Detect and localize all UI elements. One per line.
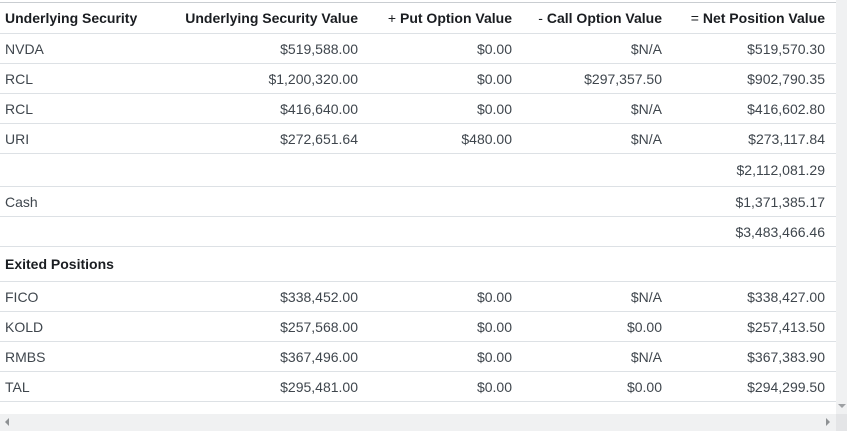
cell-security	[0, 216, 183, 247]
table-row: URI $272,651.64 $480.00 $N/A $273,117.84	[0, 123, 836, 154]
cell-security: FICO	[0, 281, 183, 312]
vertical-scrollbar[interactable]	[836, 0, 847, 414]
cell-put	[358, 186, 512, 217]
table-row: RCL $1,200,320.00 $0.00 $297,357.50 $902,790…	[0, 63, 836, 94]
positions-table-container: Underlying Security Underlying Security …	[0, 2, 836, 402]
cell-security: RCL	[0, 93, 183, 124]
operator-prefix: -	[538, 10, 543, 26]
cell-put: $0.00	[358, 63, 512, 94]
cell-call: $N/A	[512, 93, 662, 124]
cell-net: $257,413.50	[662, 311, 836, 342]
cell-security: TAL	[0, 371, 183, 402]
cell-net: $2,112,081.29	[662, 153, 836, 187]
cell-net: $416,602.80	[662, 93, 836, 124]
cell-value: $1,200,320.00	[183, 63, 358, 94]
positions-table: Underlying Security Underlying Security …	[0, 2, 836, 402]
cell-security: URI	[0, 123, 183, 154]
section-header-row: Exited Positions	[0, 246, 836, 282]
cell-net: $3,483,466.46	[662, 216, 836, 247]
table-row: NVDA $519,588.00 $0.00 $N/A $519,570.30	[0, 33, 836, 64]
cell-net: $367,383.90	[662, 341, 836, 372]
column-header-label: Call Option Value	[546, 10, 662, 26]
table-row: Cash $1,371,385.17	[0, 186, 836, 217]
cell-call	[512, 153, 662, 187]
cell-call: $N/A	[512, 33, 662, 64]
cell-net: $273,117.84	[662, 123, 836, 154]
operator-prefix: +	[387, 10, 397, 26]
cell-security: KOLD	[0, 311, 183, 342]
column-header-label: Net Position Value	[702, 10, 825, 26]
horizontal-scrollbar[interactable]	[0, 414, 836, 431]
cell-value: $257,568.00	[183, 311, 358, 342]
cell-security: NVDA	[0, 33, 183, 64]
cell-call: $N/A	[512, 281, 662, 312]
cell-value: $416,640.00	[183, 93, 358, 124]
scroll-down-icon[interactable]	[838, 404, 846, 408]
table-row: RMBS $367,496.00 $0.00 $N/A $367,383.90	[0, 341, 836, 372]
cell-net: $519,570.30	[662, 33, 836, 64]
cell-put: $0.00	[358, 93, 512, 124]
cell-value: $367,496.00	[183, 341, 358, 372]
cell-put: $0.00	[358, 371, 512, 402]
column-header-label: Put Option Value	[399, 10, 512, 26]
column-header-call-option-value: - Call Option Value	[512, 2, 662, 34]
cell-call: $0.00	[512, 311, 662, 342]
cell-net: $1,371,385.17	[662, 186, 836, 217]
column-header-label: Underlying Security	[5, 10, 138, 26]
cell-put	[358, 153, 512, 187]
cell-security: RMBS	[0, 341, 183, 372]
column-header-net-position-value: = Net Position Value	[662, 2, 836, 34]
column-header-underlying-security-value: Underlying Security Value	[183, 2, 358, 34]
cell-value	[183, 216, 358, 247]
cell-call: $0.00	[512, 371, 662, 402]
table-row: RCL $416,640.00 $0.00 $N/A $416,602.80	[0, 93, 836, 124]
table-body: NVDA $519,588.00 $0.00 $N/A $519,570.30 RCL $1…	[0, 33, 836, 402]
cell-value: $338,452.00	[183, 281, 358, 312]
scroll-right-icon[interactable]	[826, 418, 830, 426]
table-row: FICO $338,452.00 $0.00 $N/A $338,427.00	[0, 281, 836, 312]
cell-security: Cash	[0, 186, 183, 217]
cell-put: $0.00	[358, 341, 512, 372]
cell-value	[183, 186, 358, 217]
table-row: TAL $295,481.00 $0.00 $0.00 $294,299.50	[0, 371, 836, 402]
table-row: $2,112,081.29	[0, 153, 836, 187]
table-header: Underlying Security Underlying Security …	[0, 2, 836, 34]
section-label: Exited Positions	[0, 246, 836, 282]
cell-call	[512, 216, 662, 247]
table-row: $3,483,466.46	[0, 216, 836, 247]
column-header-put-option-value: + Put Option Value	[358, 2, 512, 34]
cell-value: $272,651.64	[183, 123, 358, 154]
header-row: Underlying Security Underlying Security …	[0, 2, 836, 34]
cell-put: $0.00	[358, 33, 512, 64]
scroll-left-icon[interactable]	[5, 418, 9, 426]
cell-call: $N/A	[512, 123, 662, 154]
cell-put	[358, 216, 512, 247]
cell-value: $519,588.00	[183, 33, 358, 64]
cell-value	[183, 153, 358, 187]
cell-call: $N/A	[512, 341, 662, 372]
cell-net: $294,299.50	[662, 371, 836, 402]
column-header-underlying-security: Underlying Security	[0, 2, 183, 34]
cell-security: RCL	[0, 63, 183, 94]
cell-value: $295,481.00	[183, 371, 358, 402]
cell-net: $338,427.00	[662, 281, 836, 312]
table-row: KOLD $257,568.00 $0.00 $0.00 $257,413.50	[0, 311, 836, 342]
cell-put: $480.00	[358, 123, 512, 154]
column-header-label: Underlying Security Value	[185, 10, 358, 26]
cell-call: $297,357.50	[512, 63, 662, 94]
cell-call	[512, 186, 662, 217]
scrollbar-corner	[836, 414, 847, 431]
cell-net: $902,790.35	[662, 63, 836, 94]
cell-put: $0.00	[358, 311, 512, 342]
cell-put: $0.00	[358, 281, 512, 312]
operator-prefix: =	[690, 10, 699, 26]
cell-security	[0, 153, 183, 187]
